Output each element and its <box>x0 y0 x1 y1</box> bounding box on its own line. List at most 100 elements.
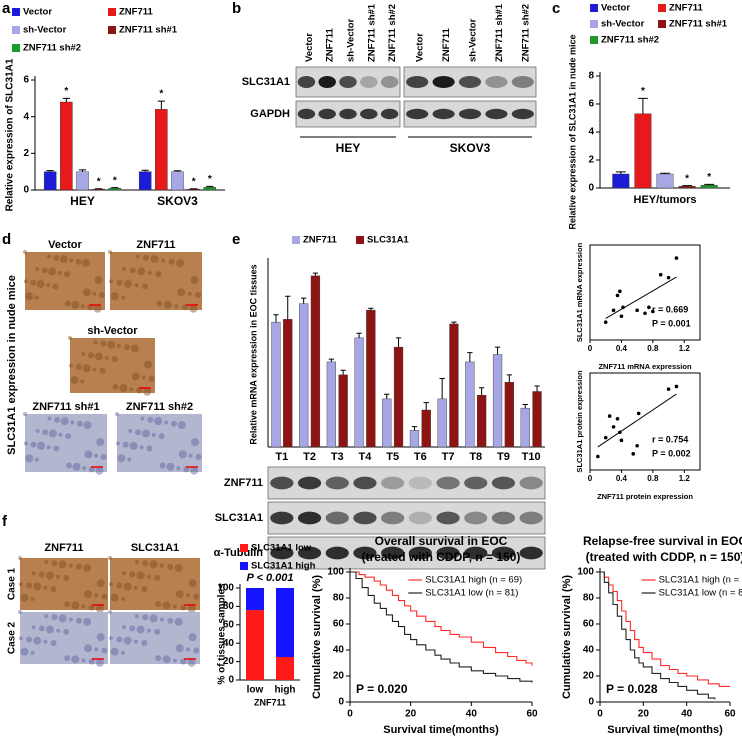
ihc-texture <box>142 560 149 567</box>
ihc-texture <box>96 579 105 588</box>
ihc-texture <box>124 279 133 288</box>
ihc-texture <box>56 628 61 633</box>
ihc-image <box>25 252 105 310</box>
ihc-texture <box>162 655 171 664</box>
blot-band <box>297 108 316 120</box>
blot-band <box>511 108 534 120</box>
ihc-texture <box>46 254 51 259</box>
legend-label: ZNF711 <box>303 235 338 246</box>
ihc-texture <box>81 352 86 357</box>
legend-label: ZNF711 <box>119 7 154 18</box>
significance-mark: * <box>64 86 68 97</box>
error-bar <box>522 403 528 409</box>
ihc-texture <box>54 416 61 423</box>
y-tick-label: 0 <box>228 675 234 686</box>
significance-mark: * <box>97 176 101 187</box>
ihc-texture <box>143 360 152 369</box>
bar <box>700 184 718 189</box>
chart-title: Overall survival in EOC <box>375 534 508 548</box>
ihc-texture <box>166 462 175 471</box>
blot-band <box>406 76 429 88</box>
blot-band <box>485 108 508 120</box>
bar <box>393 346 404 448</box>
row-label: Case 1 <box>7 567 18 600</box>
point <box>666 275 671 280</box>
ihc-texture <box>68 363 73 368</box>
ihc-texture <box>53 254 60 261</box>
ihc-texture <box>174 617 183 626</box>
error-bar <box>682 185 693 187</box>
ihc-texture <box>71 300 80 309</box>
ihc-texture <box>94 647 99 652</box>
x-tick-label: T10 <box>522 451 541 463</box>
error-bar <box>637 97 648 114</box>
point <box>635 443 639 448</box>
legend-swatch <box>12 44 20 52</box>
blot-band <box>297 76 316 88</box>
legend-swatch <box>658 20 666 28</box>
ihc-texture <box>111 356 118 363</box>
ihc-texture <box>175 644 184 653</box>
point <box>603 320 608 324</box>
point <box>615 417 620 421</box>
ihc-texture <box>18 556 22 560</box>
lane-label: ZNF711 sh#2 <box>520 4 531 62</box>
y-tick-label: 2 <box>23 148 29 159</box>
ihc-texture <box>64 601 71 608</box>
ihc-texture <box>148 375 155 382</box>
ihc-image <box>20 612 108 664</box>
x-tick-label: 0.8 <box>647 344 659 353</box>
ihc-texture <box>141 429 150 438</box>
error-bar <box>273 314 279 323</box>
ihc-texture <box>175 590 184 599</box>
ihc-texture <box>141 585 148 592</box>
x-tick-label: 0 <box>597 709 603 720</box>
bar <box>246 588 264 611</box>
ihc-texture <box>159 617 164 622</box>
ihc-texture <box>30 441 37 448</box>
ihc-texture <box>68 617 73 622</box>
bar <box>520 407 530 448</box>
ihc-texture <box>44 560 49 565</box>
x-tick-label: T7 <box>442 451 455 463</box>
ihc-texture <box>180 604 187 611</box>
bar <box>338 374 348 448</box>
ihc-texture <box>129 387 134 392</box>
panel-label: d <box>2 231 11 248</box>
bar <box>532 391 542 448</box>
ihc-image <box>117 414 202 472</box>
ihc-texture <box>75 258 82 265</box>
ihc-texture <box>187 604 196 613</box>
ihc-texture <box>60 417 69 426</box>
ihc-texture <box>81 604 86 609</box>
blot-band <box>353 476 377 490</box>
ihc-texture <box>155 601 162 608</box>
x-tick-label: HEY <box>70 194 95 208</box>
point <box>674 384 679 389</box>
ihc-texture <box>190 466 199 475</box>
ihc-texture <box>167 617 174 624</box>
ihc-texture <box>149 560 158 569</box>
ihc-texture <box>147 270 152 275</box>
error-bar <box>506 374 512 383</box>
blot-band <box>380 108 399 120</box>
x-tick-label: 0.4 <box>616 344 628 353</box>
legend-swatch <box>240 544 248 552</box>
y-tick-label: 0 <box>588 183 594 194</box>
bar <box>276 588 294 657</box>
ihc-texture <box>129 267 136 274</box>
significance-mark: * <box>159 89 163 100</box>
ihc-texture <box>75 563 82 570</box>
x-tick-label: SKOV3 <box>157 194 198 208</box>
point <box>635 308 639 313</box>
ihc-texture <box>58 432 63 437</box>
bar <box>678 186 696 189</box>
legend-label: ZNF711 sh#1 <box>669 19 728 30</box>
ihc-texture <box>155 655 162 662</box>
error-bar <box>478 387 485 396</box>
error-bar <box>62 97 70 102</box>
ihc-texture <box>180 658 187 665</box>
legend-label: Vector <box>601 3 630 14</box>
ihc-texture <box>33 636 42 645</box>
